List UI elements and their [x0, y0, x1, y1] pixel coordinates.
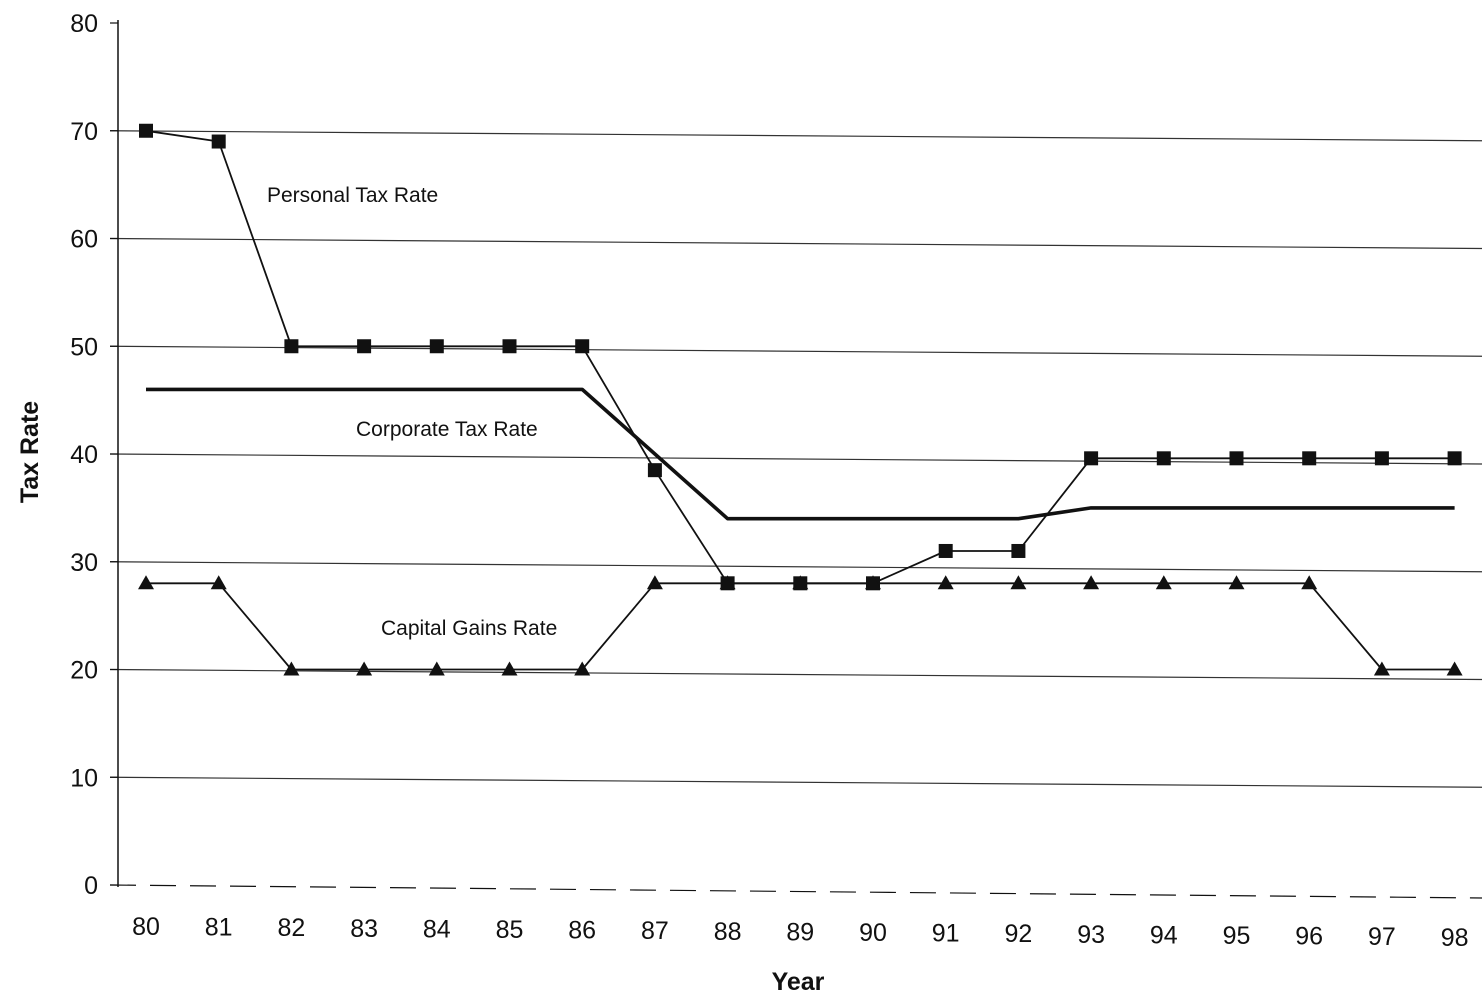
x-tick-label-98: 98 [1441, 924, 1469, 952]
series-line-capital-gains-rate [146, 582, 1455, 671]
x-tick-label-80: 80 [132, 913, 160, 941]
gridline-20 [109, 668, 1482, 681]
gridline-30 [109, 561, 1482, 573]
point-capital-gains-rate-87 [646, 575, 663, 590]
x-tick-label-84: 84 [423, 915, 451, 943]
point-personal-tax-rate-80 [139, 123, 153, 138]
x-tick-label-96: 96 [1295, 923, 1323, 951]
point-personal-tax-rate-94 [1156, 451, 1171, 466]
gridlines [109, 130, 1482, 788]
gridline-60 [109, 237, 1482, 250]
point-capital-gains-rate-93 [1083, 575, 1100, 590]
point-personal-tax-rate-98 [1447, 451, 1462, 466]
series-line-corporate-tax-rate [146, 387, 1455, 521]
y-tick-label-80: 80 [70, 10, 98, 38]
y-tick-label-40: 40 [70, 441, 98, 469]
x-tick-label-94: 94 [1150, 921, 1178, 949]
point-capital-gains-rate-91 [937, 575, 954, 590]
x-axis-line [109, 884, 1482, 899]
point-capital-gains-rate-83 [356, 661, 373, 676]
point-capital-gains-rate-90 [865, 575, 881, 590]
y-tick-label-10: 10 [70, 764, 98, 792]
x-tick-label-93: 93 [1077, 921, 1105, 949]
point-capital-gains-rate-97 [1373, 661, 1390, 676]
x-tick-label-92: 92 [1004, 920, 1032, 948]
point-personal-tax-rate-96 [1302, 451, 1317, 466]
y-tick-label-50: 50 [70, 333, 98, 361]
gridline-70 [109, 130, 1482, 142]
point-capital-gains-rate-92 [1010, 575, 1027, 590]
point-personal-tax-rate-95 [1229, 451, 1244, 466]
point-personal-tax-rate-85 [502, 339, 517, 354]
y-tick-label-60: 60 [70, 226, 98, 254]
series-label-capital-gains-rate: Capital Gains Rate [381, 617, 557, 640]
point-personal-tax-rate-91 [938, 543, 953, 558]
gridline-50 [109, 345, 1482, 357]
point-personal-tax-rate-84 [429, 339, 444, 354]
gridline-40 [109, 453, 1482, 465]
point-capital-gains-rate-94 [1155, 575, 1172, 590]
point-capital-gains-rate-80 [138, 575, 154, 590]
y-tick-label-30: 30 [70, 549, 98, 577]
labels: Tax Rate Year Personal Tax Rate Corporat… [16, 10, 1469, 996]
axes [109, 20, 1482, 899]
point-capital-gains-rate-86 [574, 661, 591, 676]
point-capital-gains-rate-84 [428, 661, 445, 676]
point-capital-gains-rate-95 [1228, 575, 1245, 590]
point-capital-gains-rate-88 [719, 575, 736, 590]
x-tick-label-90: 90 [859, 919, 887, 947]
x-tick-label-82: 82 [277, 914, 305, 942]
point-capital-gains-rate-89 [792, 575, 809, 590]
series-label-corporate-tax-rate: Corporate Tax Rate [356, 418, 538, 441]
point-personal-tax-rate-81 [211, 134, 226, 149]
y-axis-title: Tax Rate [16, 401, 44, 503]
x-tick-label-87: 87 [641, 917, 669, 945]
point-personal-tax-rate-82 [284, 339, 299, 354]
point-personal-tax-rate-86 [575, 339, 590, 354]
series-label-personal-tax-rate: Personal Tax Rate [267, 184, 438, 207]
series-markers [138, 123, 1463, 676]
point-personal-tax-rate-92 [1011, 543, 1026, 558]
point-capital-gains-rate-85 [501, 661, 518, 676]
gridline-10 [109, 776, 1482, 788]
point-personal-tax-rate-97 [1374, 451, 1389, 466]
y-tick-label-20: 20 [70, 657, 98, 685]
x-tick-label-88: 88 [714, 918, 742, 946]
y-tick-label-70: 70 [70, 118, 98, 146]
point-personal-tax-rate-93 [1084, 451, 1099, 466]
point-personal-tax-rate-83 [357, 339, 372, 354]
point-capital-gains-rate-82 [283, 661, 300, 676]
x-tick-label-91: 91 [932, 920, 960, 948]
y-tick-label-0: 0 [84, 872, 98, 900]
x-axis-title: Year [772, 968, 825, 996]
point-capital-gains-rate-81 [210, 575, 227, 590]
x-tick-label-89: 89 [786, 918, 814, 946]
point-personal-tax-rate-87 [647, 463, 662, 478]
point-capital-gains-rate-98 [1446, 661, 1463, 676]
x-tick-label-83: 83 [350, 915, 378, 943]
x-tick-label-97: 97 [1368, 923, 1396, 951]
point-capital-gains-rate-96 [1301, 575, 1318, 590]
x-tick-label-81: 81 [205, 914, 233, 942]
x-tick-label-86: 86 [568, 917, 596, 945]
x-tick-label-95: 95 [1223, 922, 1251, 950]
x-tick-label-85: 85 [496, 916, 524, 944]
